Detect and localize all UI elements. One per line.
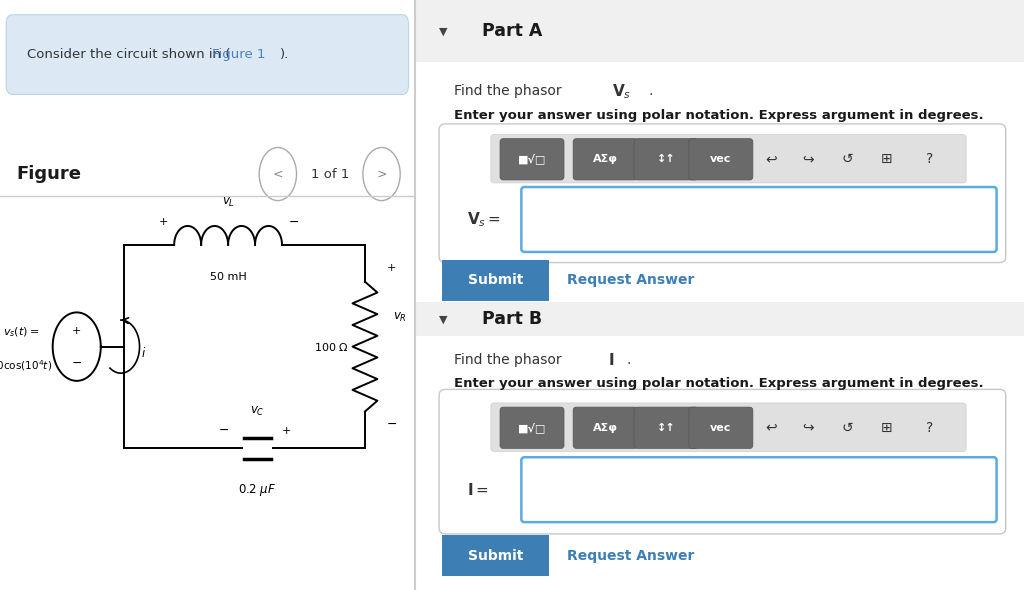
Text: Find the phasor: Find the phasor	[455, 353, 566, 367]
Text: +: +	[72, 326, 82, 336]
Text: ▼: ▼	[439, 27, 447, 36]
Text: ↕↑: ↕↑	[656, 155, 676, 164]
Text: >: >	[376, 168, 387, 181]
Text: $v_s(t) =$: $v_s(t) =$	[3, 325, 39, 339]
FancyBboxPatch shape	[490, 135, 966, 183]
Text: ↩: ↩	[765, 421, 777, 435]
Text: +: +	[159, 218, 169, 227]
FancyBboxPatch shape	[521, 457, 996, 522]
Text: ΑΣφ: ΑΣφ	[593, 423, 617, 432]
Text: Part A: Part A	[481, 22, 542, 40]
FancyBboxPatch shape	[490, 403, 966, 451]
Text: −: −	[72, 356, 82, 369]
FancyBboxPatch shape	[573, 407, 637, 448]
Text: $v_L$: $v_L$	[221, 196, 234, 209]
FancyBboxPatch shape	[442, 260, 549, 301]
Text: 50 mH: 50 mH	[210, 273, 247, 282]
Text: Enter your answer using polar notation. Express argument in degrees.: Enter your answer using polar notation. …	[455, 377, 984, 390]
Text: −: −	[219, 424, 229, 437]
Text: Find the phasor: Find the phasor	[455, 84, 566, 99]
Text: Enter your answer using polar notation. Express argument in degrees.: Enter your answer using polar notation. …	[455, 109, 984, 122]
Text: $i$: $i$	[141, 346, 146, 359]
Text: ■√□: ■√□	[518, 154, 546, 165]
FancyBboxPatch shape	[415, 62, 1024, 590]
Text: vec: vec	[711, 423, 731, 432]
Text: $\mathbf{V}_s =$: $\mathbf{V}_s =$	[467, 210, 501, 229]
Text: $v_C$: $v_C$	[250, 405, 264, 418]
Text: ?: ?	[926, 152, 933, 166]
Text: Part B: Part B	[481, 310, 542, 328]
FancyBboxPatch shape	[415, 0, 1024, 62]
Text: $\mathbf{I}$: $\mathbf{I}$	[608, 352, 614, 368]
FancyBboxPatch shape	[439, 389, 1006, 534]
Text: ↪: ↪	[802, 421, 813, 435]
Text: +: +	[387, 264, 396, 273]
FancyBboxPatch shape	[521, 187, 996, 252]
FancyBboxPatch shape	[689, 139, 753, 180]
Text: Request Answer: Request Answer	[567, 273, 694, 287]
Text: $v_R$: $v_R$	[393, 310, 408, 324]
FancyBboxPatch shape	[689, 407, 753, 448]
Text: ▼: ▼	[439, 314, 447, 324]
Text: ■√□: ■√□	[518, 422, 546, 433]
FancyBboxPatch shape	[500, 139, 564, 180]
FancyBboxPatch shape	[500, 407, 564, 448]
Text: vec: vec	[711, 155, 731, 164]
Text: ↪: ↪	[802, 152, 813, 166]
Text: ).: ).	[280, 48, 289, 61]
Text: ⊞: ⊞	[881, 421, 893, 435]
Text: −: −	[387, 418, 397, 431]
Text: $\mathbf{I} =$: $\mathbf{I} =$	[467, 481, 488, 498]
Text: $\mathbf{V}_s$: $\mathbf{V}_s$	[611, 82, 631, 101]
Text: Submit: Submit	[468, 273, 523, 287]
Text: ↩: ↩	[765, 152, 777, 166]
Text: ↕↑: ↕↑	[656, 423, 676, 432]
Text: Request Answer: Request Answer	[567, 549, 694, 563]
Text: ↺: ↺	[842, 421, 853, 435]
FancyBboxPatch shape	[6, 15, 409, 94]
FancyBboxPatch shape	[573, 139, 637, 180]
FancyBboxPatch shape	[415, 302, 1024, 336]
Text: Submit: Submit	[468, 549, 523, 563]
Text: <: <	[272, 168, 283, 181]
FancyBboxPatch shape	[442, 535, 549, 576]
FancyBboxPatch shape	[634, 407, 698, 448]
FancyBboxPatch shape	[634, 139, 698, 180]
Text: ΑΣφ: ΑΣφ	[593, 155, 617, 164]
Text: ↺: ↺	[842, 152, 853, 166]
Text: ⊞: ⊞	[881, 152, 893, 166]
Text: Figure: Figure	[16, 165, 82, 183]
Text: Figure 1: Figure 1	[212, 48, 265, 61]
Text: +: +	[282, 426, 291, 435]
Text: Consider the circuit shown in (: Consider the circuit shown in (	[27, 48, 230, 61]
Text: $10\cos(10^4t)$: $10\cos(10^4t)$	[0, 359, 52, 373]
Text: −: −	[289, 216, 299, 229]
Text: $100\ \Omega$: $100\ \Omega$	[314, 340, 349, 353]
Text: .: .	[627, 353, 631, 367]
Text: .: .	[648, 84, 652, 99]
Text: 1 of 1: 1 of 1	[310, 168, 349, 181]
Text: ?: ?	[926, 421, 933, 435]
Text: $0.2\ \mu F$: $0.2\ \mu F$	[238, 481, 276, 498]
FancyBboxPatch shape	[439, 124, 1006, 263]
